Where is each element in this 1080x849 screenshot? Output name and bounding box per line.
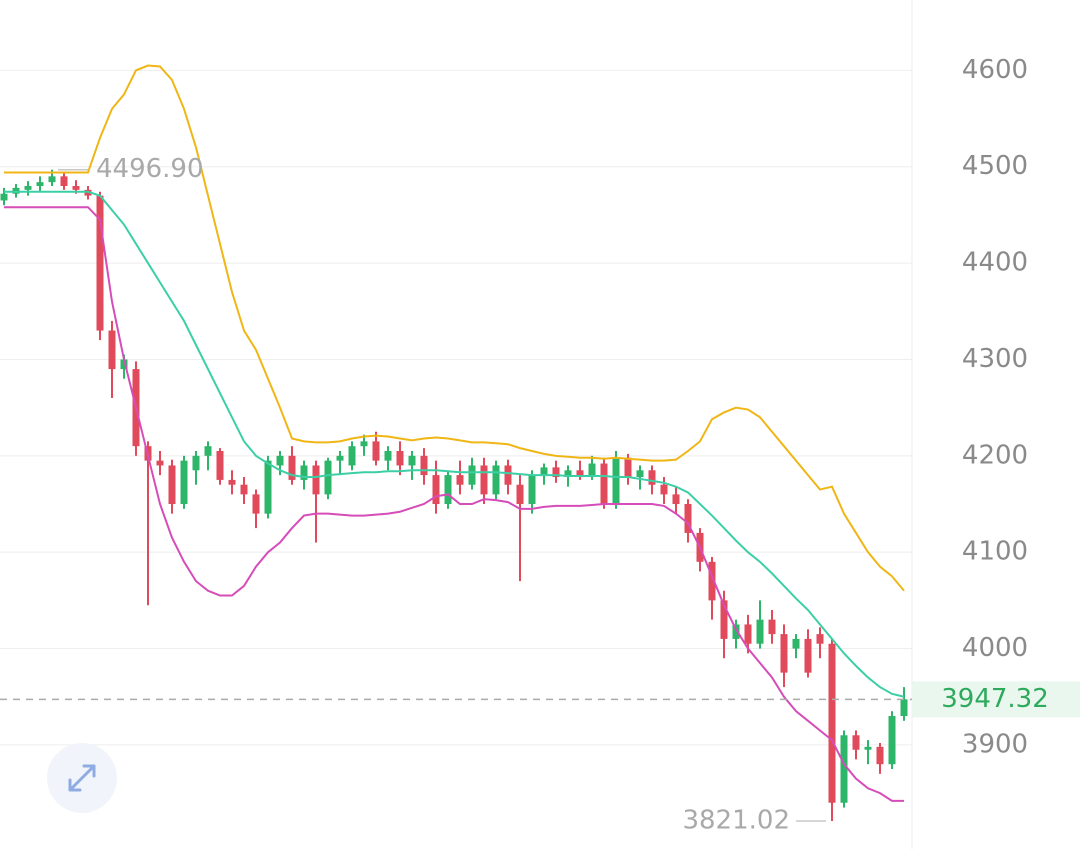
candle-body [648,470,656,485]
candle-body [720,600,728,639]
band-line [4,190,905,698]
candle-body [576,470,584,476]
candle-body [156,460,164,466]
candle-body [0,193,8,201]
candle-body [288,455,296,480]
candle-body [204,446,212,456]
candle-body [408,455,416,466]
y-tick-label: 4400 [962,248,1028,278]
candle-body [336,455,344,461]
candle-body [24,185,32,190]
y-tick-label: 3900 [962,729,1028,759]
candle-body [684,504,692,533]
candle-body [108,330,116,370]
candle-body [168,465,176,505]
y-tick-label: 4300 [962,344,1028,374]
candle-body [876,746,884,765]
candle-body [792,638,800,649]
candle-body [636,470,644,478]
candle-body [828,643,836,803]
candle-body [672,494,680,505]
candle-body [360,441,368,447]
price-label: 3947.32 [941,684,1049,714]
candle-body [216,451,224,480]
candle-body [804,638,812,673]
candle-body [72,185,80,190]
candle-body [600,463,608,505]
candle-body [504,465,512,485]
expand-icon[interactable] [68,764,96,792]
candle-body [552,467,560,478]
candle-body [468,465,476,485]
candle-body [456,475,464,485]
candle-body [384,451,392,461]
candle-body [180,460,188,505]
candle-body [816,634,824,644]
candle-body [756,619,764,644]
y-tick-label: 4600 [962,55,1028,85]
annotation-label: 4496.90 [96,154,204,184]
candle-body [36,182,44,186]
candle-body [252,494,260,514]
candle-body [564,470,572,478]
band-line [4,206,904,802]
candle-body [96,195,104,331]
candle-body [744,624,752,644]
candle-body [240,484,248,495]
candle-body [588,463,596,476]
candle-body [48,176,56,183]
candle-body [528,475,536,505]
candle-body [420,455,428,476]
candle-body [348,446,356,466]
candle-body [492,465,500,495]
candle-body [432,475,440,505]
candle-body [852,735,860,750]
candle-body [708,561,716,601]
candle-body [540,467,548,476]
candle-body [660,484,668,495]
y-tick-label: 4000 [962,633,1028,663]
annotation-label: 3821.02 [682,806,790,836]
candle-body [516,484,524,505]
candle-body [324,460,332,495]
candle-body [444,475,452,505]
y-tick-label: 4100 [962,537,1028,567]
candle-body [312,465,320,495]
candle-body [396,451,404,466]
price-label-bg [912,681,1080,718]
candle-body [264,460,272,514]
candle-body [480,465,488,495]
candle-body [864,746,872,750]
y-tick-label: 4200 [962,440,1028,470]
candle-body [732,624,740,639]
candle-body [300,465,308,480]
candle-body [276,455,284,466]
candle-body [612,457,620,505]
expand-button[interactable] [47,743,117,813]
candle-body [840,735,848,803]
candle-body [372,441,380,461]
candle-body [768,619,776,635]
band-line [4,64,905,592]
y-tick-label: 4500 [962,151,1028,181]
candle-body [624,457,632,478]
candle-body [60,176,68,186]
candle-body [780,634,788,673]
candle-body [120,359,128,370]
candle-body [888,716,896,765]
candle-body [192,455,200,471]
candle-body [900,699,908,717]
candle-body [228,479,236,485]
